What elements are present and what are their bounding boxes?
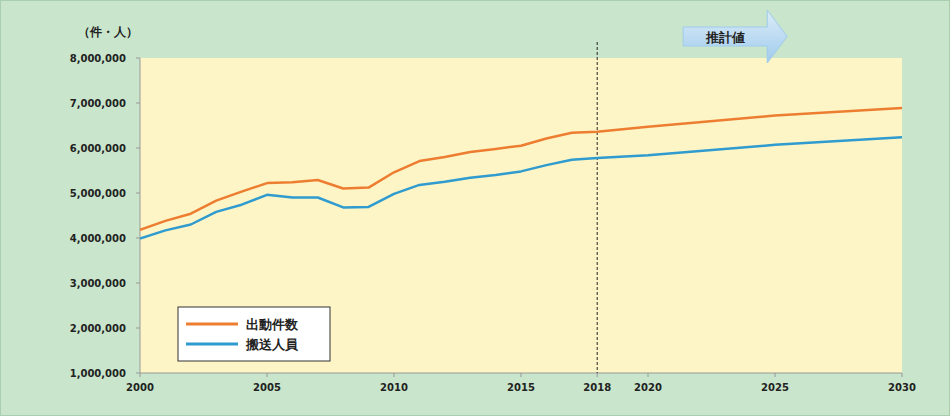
plot-area (140, 58, 902, 373)
series-line (140, 137, 902, 238)
y-axis (140, 58, 141, 373)
x-tick-label: 2000 (126, 382, 154, 393)
legend-swatch (186, 343, 238, 346)
x-tick (597, 373, 598, 377)
y-tick-label: 8,000,000 (70, 53, 126, 64)
y-tick (136, 238, 140, 239)
y-tick-label: 5,000,000 (70, 188, 126, 199)
series-group (140, 108, 902, 239)
y-tick (136, 148, 140, 149)
legend-label: 出動件数 (246, 317, 299, 332)
chart: 1,000,000 2,000,000 3,000,000 4,000,000 5,00… (0, 0, 950, 416)
x-tick-label: 2010 (380, 382, 408, 393)
projection-line (597, 42, 598, 373)
x-tick-label: 2020 (634, 382, 662, 393)
y-tick-label: 2,000,000 (70, 323, 126, 334)
x-tick-label: 2025 (761, 382, 789, 393)
y-tick (136, 193, 140, 194)
x-tick (267, 373, 268, 377)
y-tick-label: 7,000,000 (70, 98, 126, 109)
y-tick (136, 58, 140, 59)
x-tick (648, 373, 649, 377)
background (1, 1, 950, 416)
legend-box (178, 307, 330, 361)
x-tick (394, 373, 395, 377)
x-tick-label: 2018 (583, 382, 611, 393)
y-tick (136, 283, 140, 284)
projection-label: 推計値 (705, 30, 745, 45)
y-tick-label: 1,000,000 (70, 368, 126, 379)
series-line (140, 108, 902, 230)
legend-swatch (186, 323, 238, 326)
x-tick (775, 373, 776, 377)
x-tick (521, 373, 522, 377)
y-tick-label: 6,000,000 (70, 143, 126, 154)
x-tick-label: 2015 (507, 382, 535, 393)
y-tick (136, 103, 140, 104)
legend-label: 搬送人員 (245, 337, 299, 352)
x-tick (140, 373, 141, 377)
x-axis (140, 373, 902, 374)
y-tick-label: 4,000,000 (70, 233, 126, 244)
y-tick (136, 373, 140, 374)
y-tick-label: 3,000,000 (70, 278, 126, 289)
y-tick (136, 328, 140, 329)
x-tick-label: 2030 (888, 382, 916, 393)
y-axis-label: （件・人） (78, 25, 138, 39)
x-tick-label: 2005 (253, 382, 281, 393)
x-tick (902, 373, 903, 377)
projection-arrow (683, 10, 787, 63)
